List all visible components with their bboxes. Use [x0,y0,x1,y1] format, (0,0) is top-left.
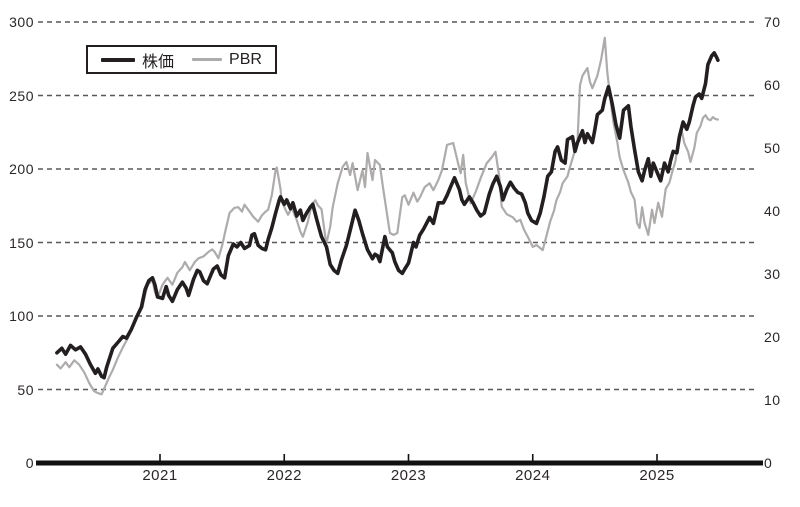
x-axis-label-2025: 2025 [639,467,675,484]
y-axis-right-label-60: 60 [764,77,781,93]
x-axis-label-2021: 2021 [142,467,178,484]
x-axis-label-2023: 2023 [390,467,427,484]
y-axis-right-label-10: 10 [764,392,781,408]
y-axis-left-label-100: 100 [9,308,34,324]
y-axis-right-label-50: 50 [764,140,781,156]
y-axis-right-label-0: 0 [764,455,773,471]
x-axis-label-2024: 2024 [515,467,551,484]
stock-price-line [55,51,720,380]
y-axis-right-label-20: 20 [764,329,781,345]
y-axis-left-label-50: 50 [17,381,34,398]
legend-label-stock-price: 株価 [142,53,175,71]
y-axis-left-label-300: 300 [9,14,34,30]
y-axis-right-label-70: 70 [764,14,781,30]
stock-price-line-swatch [101,57,135,62]
pbr-line-swatch [192,58,223,61]
y-axis-left-label-0: 0 [25,455,34,471]
y-axis-left-label-250: 250 [9,87,34,104]
y-axis-right-label-40: 40 [764,203,781,219]
legend-label-pbr: PBR [229,50,262,68]
x-axis-label-2022: 2022 [266,467,302,484]
y-axis-left-label-200: 200 [9,161,34,177]
pbr-line [55,36,720,396]
legend: 株価 PBR [86,45,277,74]
y-axis-left-label-150: 150 [9,234,34,251]
y-axis-right-label-30: 30 [764,266,781,282]
